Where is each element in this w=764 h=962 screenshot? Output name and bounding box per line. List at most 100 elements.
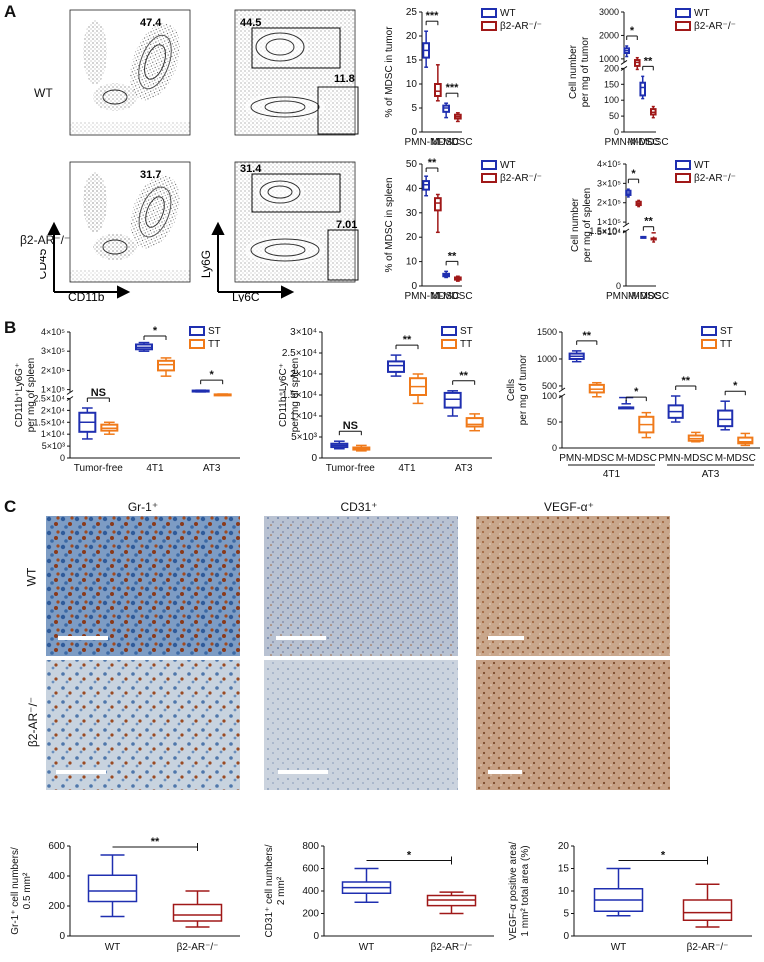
y-tick-label: 2.5×10⁴ [282, 348, 317, 359]
gate-ko-ly6g: 31.4 [240, 163, 262, 175]
x-tick-label: β2-AR⁻/⁻ [687, 942, 729, 953]
y-tick-label: 2×10⁴ [290, 369, 317, 380]
legend-swatch [189, 339, 205, 349]
box-iqr [87, 874, 138, 903]
y-tick-label: 2×10⁵ [597, 198, 621, 208]
significance-label: * [634, 386, 639, 398]
y-tick-label: 10 [406, 257, 418, 268]
y-axis-label: per mg of tumor [518, 354, 529, 425]
significance-label: ** [644, 216, 653, 228]
y-axis-label: Cell number [570, 197, 581, 252]
x-tick-label: M-MDSC [431, 291, 472, 302]
gate-wt-cd11b: 47.4 [140, 17, 162, 29]
y-tick-label: 20 [406, 31, 418, 42]
x-tick-label: PMN-MDSC [559, 453, 614, 464]
legend-label: β2-AR⁻/⁻ [694, 173, 736, 184]
group-label: AT3 [702, 469, 720, 480]
y-tick-label: 5×10³ [291, 432, 318, 443]
axis-label-cd11b: CD11b [68, 290, 105, 302]
y-tick-label: 0 [563, 931, 569, 942]
x-tick-label: Tumor-free [74, 463, 124, 474]
y-tick-label: 30 [406, 208, 418, 219]
y-tick-label: 2000 [599, 30, 619, 40]
y-axis-label: Cell number [568, 44, 579, 99]
x-tick-label: AT3 [203, 463, 221, 474]
legend-swatch [481, 21, 497, 31]
panel-label-a: A [4, 2, 17, 21]
legend-label: TT [460, 339, 472, 350]
y-tick-label: 400 [302, 886, 319, 897]
significance-label: ** [644, 55, 653, 67]
y-tick-label: 5 [411, 103, 417, 114]
box-iqr [737, 436, 754, 445]
y-tick-label: 50 [609, 111, 619, 121]
flow-plots: 47.4 44.5 11.8 31.7 31.4 7.01 CD45 CD11b… [40, 9, 359, 302]
legend-swatch [675, 21, 691, 31]
legend-label: β2-AR⁻/⁻ [500, 21, 542, 32]
y-axis-label: % of MDSC in spleen [384, 177, 395, 272]
y-tick-label: 25 [406, 7, 418, 18]
box-iqr [618, 406, 635, 410]
y-axis-label: Gr-1⁺ cell numbers/ [10, 847, 21, 935]
significance-label: ** [582, 330, 591, 342]
flow-row-label-ko: β2-AR⁻/⁻ [20, 233, 71, 247]
significance-label: * [631, 168, 636, 180]
y-tick-label: 10 [558, 886, 570, 897]
legend-label: β2-AR⁻/⁻ [694, 21, 736, 32]
y-tick-label: 1×10⁴ [290, 411, 317, 422]
y-axis-label: 0.5 mm² [22, 872, 33, 909]
flow-plot-ko-cd11b [69, 161, 191, 283]
y-tick-label: 400 [48, 871, 65, 882]
axis-break-mark [66, 390, 74, 395]
x-tick-label: M-MDSC [627, 137, 668, 148]
y-tick-label: 3000 [599, 7, 619, 17]
chart-a1: 0 5 10 15 20 25 % of MDSC in tumor *** PMN-MDSC *… [384, 7, 542, 148]
significance-label: ** [428, 157, 437, 169]
box-iqr [172, 903, 223, 922]
axis-label-ly6g: Ly6G [199, 250, 213, 278]
flow-plot-wt-cd11b [69, 9, 191, 136]
x-tick-label: M-MDSC [431, 137, 472, 148]
y-tick-label: 5 [563, 909, 569, 920]
gate-ko-cd11b: 31.7 [140, 169, 161, 181]
significance-label: * [153, 325, 158, 337]
box-iqr [650, 237, 657, 241]
histology-row-ko: β2-AR⁻/⁻ [26, 696, 41, 748]
box-iqr [434, 197, 442, 212]
y-tick-label: 150 [604, 79, 619, 89]
y-tick-label: 0 [311, 453, 317, 464]
x-tick-label: WT [359, 942, 375, 953]
y-axis-label: 2 mm² [276, 876, 287, 905]
panel-label-c: C [4, 497, 17, 516]
axis-break-mark [620, 59, 628, 65]
y-tick-label: 1×10⁵ [597, 217, 621, 227]
y-tick-label: 15 [406, 55, 418, 66]
y-axis-label: per mg of spleen [582, 188, 593, 263]
y-axis-label: CD11b⁺Ly6G⁺ [14, 363, 25, 427]
box-iqr [434, 83, 442, 97]
y-axis-label: CD11b⁺Ly6C⁺ [278, 363, 289, 427]
y-tick-label: 10 [406, 79, 418, 90]
histology-col-gr1: Gr-1⁺ [127, 500, 159, 514]
y-tick-label: 0 [552, 443, 557, 453]
axis-label-cd45: CD45 [40, 248, 49, 279]
y-tick-label: 1×10⁵ [41, 385, 65, 395]
group-label: 4T1 [603, 469, 621, 480]
x-tick-label: M-MDSC [715, 453, 756, 464]
y-tick-label: 800 [302, 841, 319, 852]
histology-col-vegf: VEGF-α⁺ [544, 500, 594, 514]
histology-cd31-wt [264, 516, 458, 656]
significance-label: ** [459, 370, 468, 382]
gate-wt-ly6c: 11.8 [334, 73, 355, 85]
y-tick-label: 4×10⁵ [597, 159, 621, 169]
legend-label: ST [460, 326, 473, 337]
y-tick-label: 0 [59, 931, 65, 942]
y-tick-label: 2.5×10⁴ [33, 393, 65, 403]
box-iqr [387, 360, 405, 373]
y-tick-label: 200 [604, 63, 619, 73]
x-tick-label: β2-AR⁻/⁻ [431, 942, 473, 953]
y-tick-label: 1.5×10⁴ [282, 390, 317, 401]
chart-c1: 0 200 400 600 Gr-1⁺ cell numbers/0.5 mm² WT β2… [10, 836, 240, 953]
